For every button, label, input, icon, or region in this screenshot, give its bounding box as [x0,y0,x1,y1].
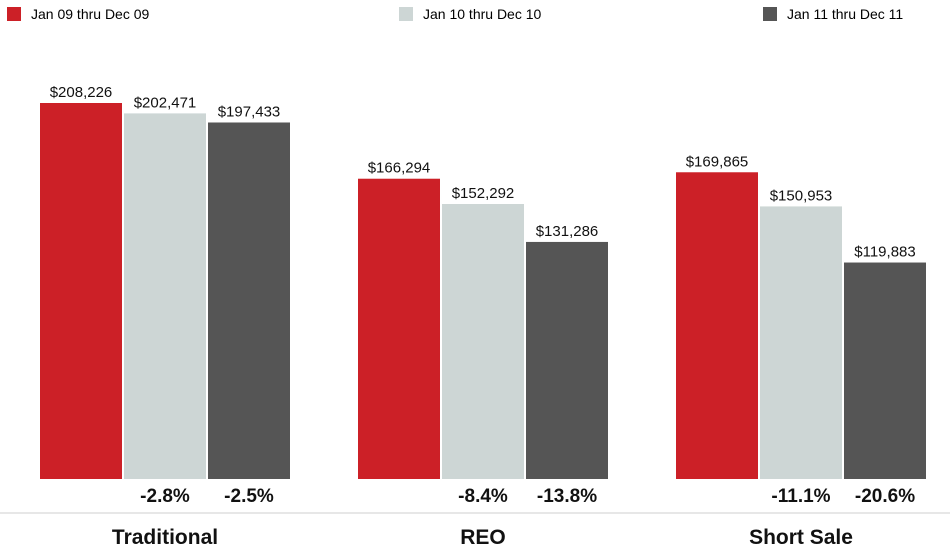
change-label: -2.8% [140,486,190,507]
legend-item-2009: Jan 09 thru Dec 09 [7,6,149,22]
bar-short-sale-series-1 [676,172,758,479]
category-label: Traditional [112,526,218,549]
value-label: $131,286 [536,223,599,240]
change-label: -2.5% [224,486,274,507]
bar-traditional-series-2 [124,113,206,480]
value-label: $119,883 [854,244,915,261]
legend-label-2011: Jan 11 thru Dec 11 [787,6,904,22]
value-label: $197,433 [218,103,281,120]
value-label: $166,294 [368,160,431,177]
bar-traditional-series-3 [208,122,290,479]
change-label: -20.6% [855,486,915,507]
bar-reo-series-1 [358,178,440,479]
legend-label-2010: Jan 10 thru Dec 10 [423,6,542,22]
change-label: -8.4% [458,486,508,507]
change-label: -13.8% [537,486,597,507]
bar-short-sale-series-2 [760,206,842,479]
legend-item-2011: Jan 11 thru Dec 11 [763,6,903,22]
value-label: $169,865 [686,153,749,170]
value-label: $152,292 [452,185,515,202]
value-label: $208,226 [50,84,113,101]
legend-item-2010: Jan 10 thru Dec 10 [399,6,541,22]
chart-legend: Jan 09 thru Dec 09 Jan 10 thru Dec 10 Ja… [0,6,950,26]
legend-swatch-2009 [7,7,21,21]
bar-traditional-series-1 [40,103,122,479]
bar-reo-series-2 [442,204,524,480]
value-label: $150,953 [770,187,833,204]
value-label: $202,471 [134,94,197,111]
legend-swatch-2011 [763,7,777,21]
legend-swatch-2010 [399,7,413,21]
category-label: Short Sale [749,526,853,549]
bar-short-sale-series-3 [844,262,926,479]
category-label: REO [460,526,506,549]
bar-reo-series-3 [526,241,608,479]
legend-label-2009: Jan 09 thru Dec 09 [31,6,150,22]
change-label: -11.1% [771,486,830,507]
